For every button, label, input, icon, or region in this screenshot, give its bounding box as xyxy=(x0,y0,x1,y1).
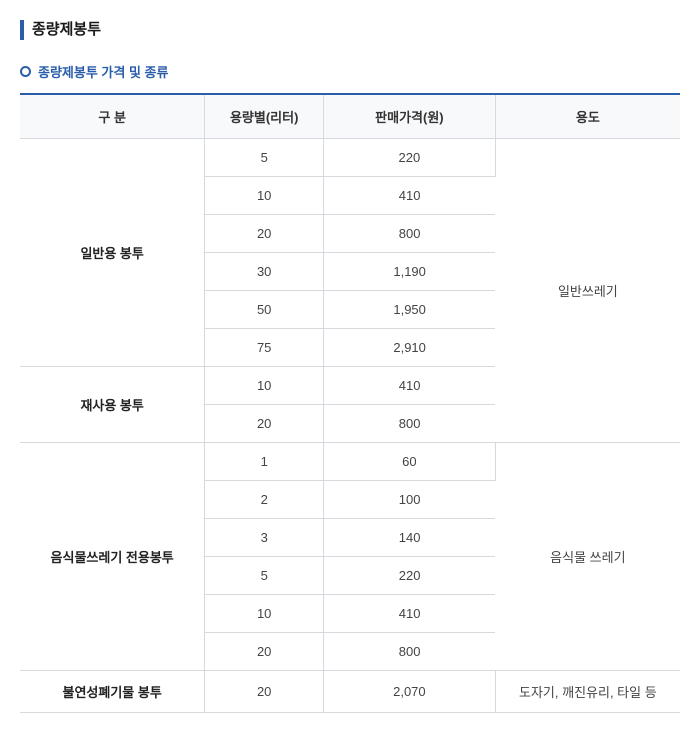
capacity-cell: 3 xyxy=(205,518,324,556)
category-cell: 불연성폐기물 봉투 xyxy=(20,670,205,712)
price-cell: 410 xyxy=(324,366,496,404)
capacity-cell: 20 xyxy=(205,214,324,252)
category-cell: 일반용 봉투 xyxy=(20,138,205,366)
col-header-usage: 용도 xyxy=(495,94,680,139)
price-cell: 800 xyxy=(324,632,496,670)
col-header-category: 구 분 xyxy=(20,94,205,139)
price-cell: 800 xyxy=(324,214,496,252)
capacity-cell: 30 xyxy=(205,252,324,290)
capacity-cell: 5 xyxy=(205,556,324,594)
capacity-cell: 10 xyxy=(205,176,324,214)
price-cell: 1,950 xyxy=(324,290,496,328)
price-cell: 800 xyxy=(324,404,496,442)
table-row: 불연성폐기물 봉투202,070도자기, 깨진유리, 타일 등 xyxy=(20,670,680,712)
category-cell: 음식물쓰레기 전용봉투 xyxy=(20,442,205,670)
price-cell: 1,190 xyxy=(324,252,496,290)
price-cell: 2,070 xyxy=(324,670,496,712)
capacity-cell: 2 xyxy=(205,480,324,518)
price-cell: 100 xyxy=(324,480,496,518)
capacity-cell: 20 xyxy=(205,632,324,670)
capacity-cell: 75 xyxy=(205,328,324,366)
usage-cell: 일반쓰레기 xyxy=(495,138,680,442)
category-cell: 재사용 봉투 xyxy=(20,366,205,442)
price-cell: 220 xyxy=(324,138,496,176)
usage-cell: 음식물 쓰레기 xyxy=(495,442,680,670)
table-header-row: 구 분 용량별(리터) 판매가격(원) 용도 xyxy=(20,94,680,139)
price-cell: 140 xyxy=(324,518,496,556)
table-row: 음식물쓰레기 전용봉투160음식물 쓰레기 xyxy=(20,442,680,480)
capacity-cell: 20 xyxy=(205,404,324,442)
page-title: 종량제봉투 xyxy=(20,20,680,40)
price-cell: 2,910 xyxy=(324,328,496,366)
capacity-cell: 1 xyxy=(205,442,324,480)
price-table: 구 분 용량별(리터) 판매가격(원) 용도 일반용 봉투5220일반쓰레기10… xyxy=(20,93,680,713)
table-row: 일반용 봉투5220일반쓰레기 xyxy=(20,138,680,176)
price-cell: 220 xyxy=(324,556,496,594)
capacity-cell: 5 xyxy=(205,138,324,176)
section-title: 종량제봉투 가격 및 종류 xyxy=(20,62,680,81)
capacity-cell: 50 xyxy=(205,290,324,328)
price-cell: 60 xyxy=(324,442,496,480)
col-header-capacity: 용량별(리터) xyxy=(205,94,324,139)
capacity-cell: 10 xyxy=(205,594,324,632)
capacity-cell: 10 xyxy=(205,366,324,404)
price-cell: 410 xyxy=(324,176,496,214)
col-header-price: 판매가격(원) xyxy=(324,94,496,139)
usage-cell: 도자기, 깨진유리, 타일 등 xyxy=(495,670,680,712)
capacity-cell: 20 xyxy=(205,670,324,712)
price-cell: 410 xyxy=(324,594,496,632)
